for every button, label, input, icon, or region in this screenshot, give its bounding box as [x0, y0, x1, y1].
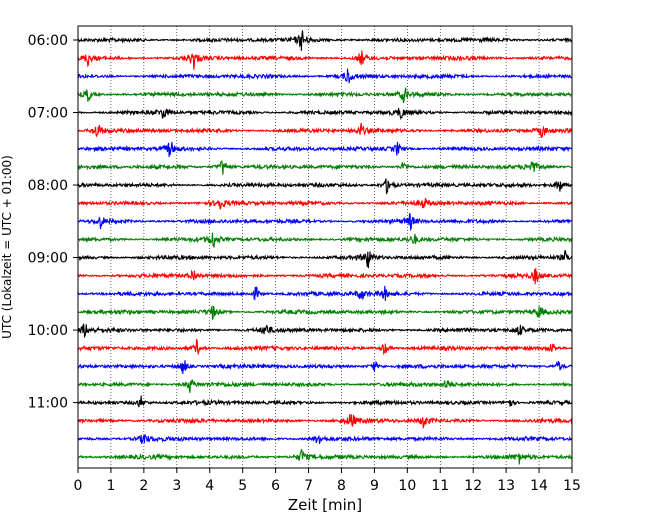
trace-0800	[77, 178, 573, 195]
x-tick-label: 9	[370, 478, 379, 494]
x-tick-label: 6	[271, 478, 280, 494]
plot-frame	[77, 25, 573, 469]
x-tick-label: 10	[398, 478, 416, 494]
seismic-traces	[77, 30, 573, 465]
trace-1115	[77, 414, 573, 430]
trace-0715	[77, 122, 573, 138]
y-axis-label: UTC (Lokalzeit = UTC + 01:00)	[0, 155, 14, 339]
x-tick-label: 13	[497, 478, 515, 494]
x-tick-label: 15	[563, 478, 581, 494]
trace-0830	[77, 213, 573, 232]
x-tick-label: 3	[172, 478, 181, 494]
trace-1045	[77, 379, 573, 393]
trace-0930	[77, 285, 573, 301]
trace-1030	[77, 360, 573, 375]
y-tick-label: 10:00	[28, 323, 68, 339]
x-axis-ticks: 0 1 2 3 4 5 6 7 8 9 10 11 12 13 14 15	[74, 468, 581, 494]
trace-0815	[77, 197, 573, 210]
y-axis-ticks: 06:00 07:00 08:00 09:00 10:00 11:00	[28, 33, 78, 412]
y-tick-label: 07:00	[28, 106, 68, 122]
y-tick-label: 11:00	[28, 396, 68, 412]
trace-1015	[77, 338, 573, 356]
trace-0900	[77, 250, 573, 269]
trace-1100	[77, 395, 573, 408]
trace-0745	[77, 159, 573, 175]
x-tick-label: 1	[106, 478, 115, 494]
y-tick-label: 08:00	[28, 178, 68, 194]
trace-0600	[77, 30, 573, 51]
x-tick-label: 2	[139, 478, 148, 494]
x-tick-label: 8	[337, 478, 346, 494]
trace-0915	[77, 268, 573, 285]
trace-0700	[77, 107, 573, 121]
trace-1145	[77, 448, 573, 465]
trace-0845	[77, 232, 573, 248]
x-tick-label: 14	[530, 478, 548, 494]
trace-1130	[77, 434, 573, 445]
y-tick-label: 06:00	[28, 33, 68, 49]
x-tick-label: 0	[74, 478, 83, 494]
x-tick-label: 12	[464, 478, 482, 494]
trace-0945	[77, 305, 573, 321]
trace-0645	[77, 87, 573, 104]
x-tick-label: 7	[304, 478, 313, 494]
trace-0615	[77, 50, 573, 70]
x-tick-label: 5	[238, 478, 247, 494]
trace-0630	[77, 68, 573, 84]
x-axis-label: Zeit [min]	[288, 496, 362, 514]
y-tick-label: 09:00	[28, 251, 68, 267]
x-tick-label: 4	[205, 478, 214, 494]
trace-1000	[77, 323, 573, 339]
x-tick-label: 11	[431, 478, 449, 494]
trace-0730	[77, 141, 573, 158]
